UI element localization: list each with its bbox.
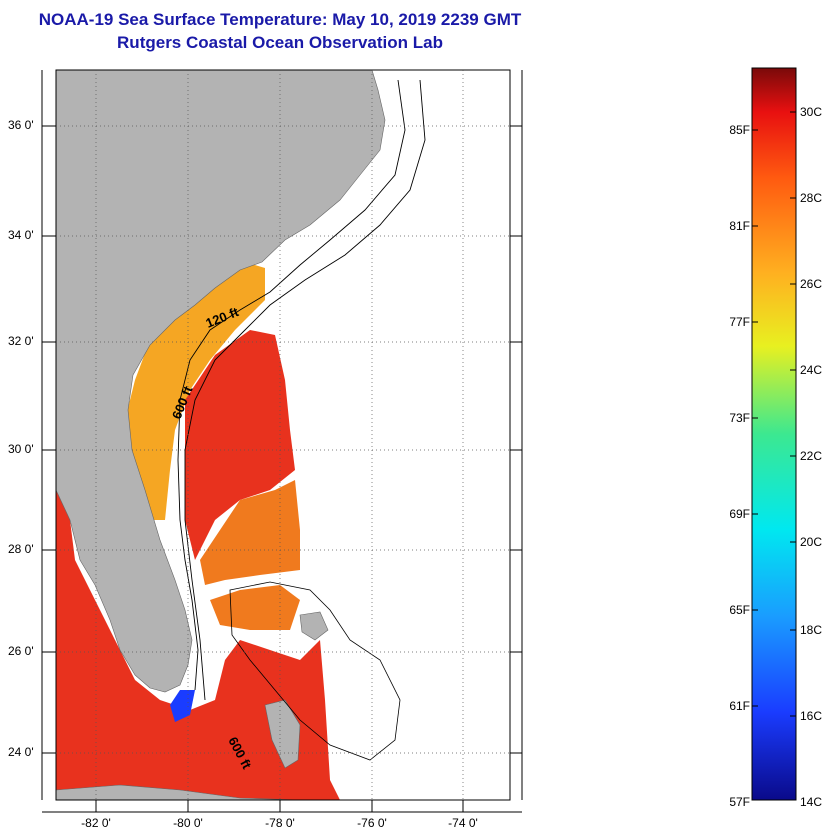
andros-island xyxy=(264,699,301,769)
map-subtitle: Rutgers Coastal Ocean Observation Lab xyxy=(117,33,443,52)
lat-label-34: 34 0' xyxy=(8,228,34,242)
colorbar-c-22: 22C xyxy=(800,449,823,463)
isobath-600ft xyxy=(184,79,426,701)
sst-bahamas-area xyxy=(210,585,300,630)
colorbar-f-81: 81F xyxy=(729,219,750,233)
lon-label-82: -82 0' xyxy=(81,816,111,830)
colorbar-ticks xyxy=(752,111,796,717)
lat-label-32: 32 0' xyxy=(8,334,34,348)
tick-marks xyxy=(42,125,522,812)
lon-label-76: -76 0' xyxy=(357,816,387,830)
map-title: NOAA-19 Sea Surface Temperature: May 10,… xyxy=(38,10,522,29)
colorbar-c-26: 26C xyxy=(800,277,823,291)
colorbar-c-30: 30C xyxy=(800,105,823,119)
lon-label-80: -80 0' xyxy=(173,816,203,830)
isobath-120ft xyxy=(177,79,406,691)
grid-lines xyxy=(56,70,510,800)
colorbar-c-16: 16C xyxy=(800,709,823,723)
lat-label-26: 26 0' xyxy=(8,644,34,658)
island-1 xyxy=(299,611,329,641)
sst-offshore-band xyxy=(200,480,300,585)
lat-label-30: 30 0' xyxy=(8,442,34,456)
colorbar-c-24: 24C xyxy=(800,363,823,377)
colorbar-c-28: 28C xyxy=(800,191,823,205)
colorbar-c-18: 18C xyxy=(800,623,823,637)
map-frame xyxy=(55,69,511,801)
colorbar xyxy=(751,67,797,801)
colorbar-c-20: 20C xyxy=(800,535,823,549)
colorbar-f-61: 61F xyxy=(729,699,750,713)
colorbar-f-77: 77F xyxy=(729,315,750,329)
colorbar-f-73: 73F xyxy=(729,411,750,425)
colorbar-f-57: 57F xyxy=(729,795,750,809)
lat-label-28: 28 0' xyxy=(8,542,34,556)
colorbar-f-69: 69F xyxy=(729,507,750,521)
colorbar-f-65: 65F xyxy=(729,603,750,617)
lat-label-36: 36 0' xyxy=(8,118,34,132)
lon-label-78: -78 0' xyxy=(265,816,295,830)
lon-label-74: -74 0' xyxy=(448,816,478,830)
sst-cool-pocket xyxy=(170,690,195,722)
sst-gulfstream-band xyxy=(185,330,295,560)
lat-label-24: 24 0' xyxy=(8,745,34,759)
isobath-bahamas xyxy=(229,581,401,761)
colorbar-c-14: 14C xyxy=(800,795,823,809)
cuba-island xyxy=(56,784,301,800)
colorbar-f-85: 85F xyxy=(729,123,750,137)
sst-coastal-band xyxy=(120,262,265,520)
